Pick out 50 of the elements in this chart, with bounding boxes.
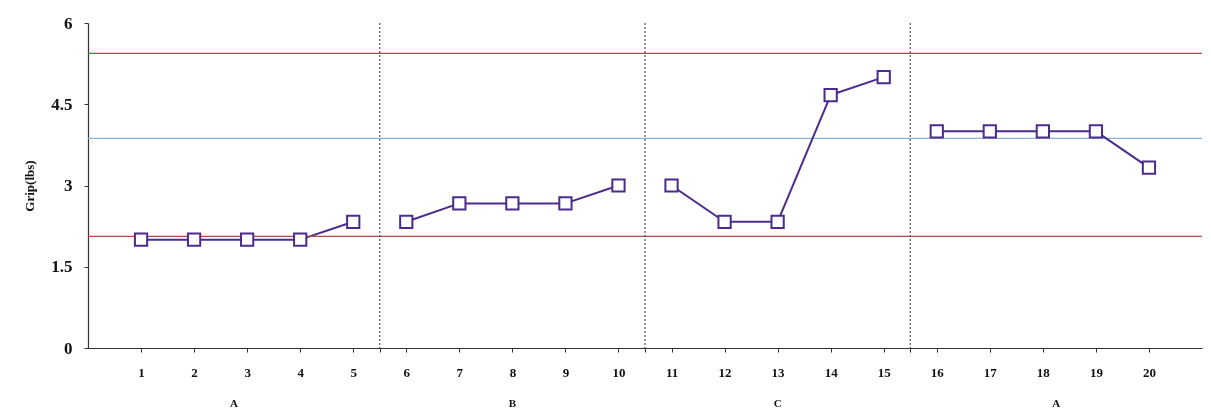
x-tick-label: 5 <box>350 364 358 380</box>
x-tick-label: 19 <box>1089 364 1104 380</box>
point <box>717 214 732 229</box>
text: C <box>773 397 782 409</box>
x-tick-label: 9 <box>562 364 570 380</box>
text: A <box>1052 397 1061 409</box>
point <box>929 124 944 139</box>
point <box>876 70 891 85</box>
x-tick-label: 12 <box>718 364 732 380</box>
point <box>240 232 255 247</box>
y-tick-label: 6 <box>64 13 73 33</box>
point <box>452 196 467 211</box>
text: A <box>229 397 238 409</box>
point <box>186 232 202 247</box>
point <box>399 214 414 229</box>
point <box>133 232 149 247</box>
x-tick-label: 2 <box>191 364 198 380</box>
point <box>1035 124 1050 139</box>
point <box>1141 160 1157 175</box>
x-tick-label: 17 <box>983 364 998 380</box>
y-axis-title: Grip(lbs) <box>22 160 38 212</box>
x-tick-label: 15 <box>877 364 892 380</box>
point <box>664 178 679 193</box>
point <box>823 87 838 103</box>
x-tick-label: 13 <box>771 364 786 380</box>
y-tick-label: 4.5 <box>51 94 73 114</box>
x-tick-label: 20 <box>1142 364 1156 380</box>
x-tick-label: 3 <box>244 364 252 380</box>
point <box>293 232 308 247</box>
x-tick-label: 11 <box>665 364 679 380</box>
x-tick-label: 18 <box>1036 364 1051 380</box>
x-tick-label: 10 <box>612 364 626 380</box>
point <box>558 196 573 211</box>
x-tick-label: 16 <box>930 364 945 380</box>
y-tick-label: 1.5 <box>51 257 73 277</box>
point <box>505 196 520 211</box>
x-tick-label: 1 <box>138 364 145 380</box>
y-tick-label: 3 <box>64 176 73 195</box>
point <box>770 214 785 229</box>
x-tick-label: 14 <box>824 364 839 380</box>
text: B <box>508 397 517 409</box>
y-tick-label: 0 <box>64 338 73 358</box>
point <box>1088 124 1104 139</box>
x-tick-label: 8 <box>509 364 517 380</box>
point <box>982 124 997 139</box>
x-tick-label: 4 <box>297 364 305 380</box>
x-tick-label: 6 <box>403 364 411 380</box>
point <box>346 214 361 229</box>
point <box>611 178 626 193</box>
x-tick-label: 7 <box>456 364 464 380</box>
